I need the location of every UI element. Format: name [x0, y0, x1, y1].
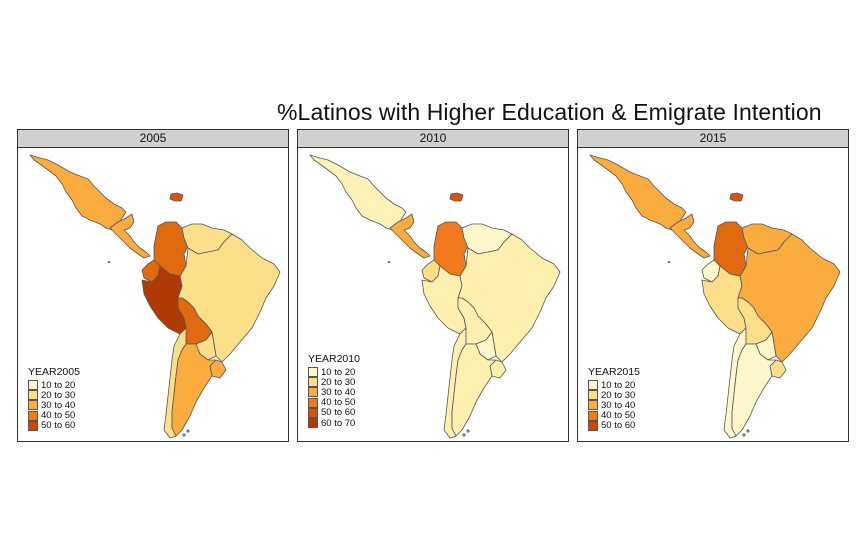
legend-label: 30 to 40 [601, 399, 636, 411]
legend-label: 50 to 60 [601, 420, 636, 432]
legend-item: 50 to 60 [308, 407, 360, 419]
legend-swatch [308, 397, 318, 408]
legend-label: 10 to 20 [41, 379, 76, 391]
legend-swatch [588, 410, 598, 421]
map-panel-2015: 2015 YEAR2015 10 to 20 20 to 30 30 to 40 40… [577, 129, 849, 442]
legend-swatch [28, 380, 38, 391]
map-title: %Latinos with Higher Education & Emigrat… [277, 99, 822, 125]
region-caribbean [169, 192, 184, 202]
choropleth-map [309, 154, 561, 439]
region-centralam [109, 213, 151, 259]
legend-title: YEAR2010 [308, 353, 360, 365]
map-legend: YEAR2010 10 to 20 20 to 30 30 to 40 40 to 5… [308, 353, 360, 429]
legend-swatch [308, 387, 318, 398]
legend-label: 40 to 50 [601, 410, 636, 422]
legend-item: 50 to 60 [28, 420, 80, 432]
legend-item: 20 to 30 [588, 389, 640, 401]
island-marker [107, 260, 111, 264]
legend-title: YEAR2015 [588, 366, 640, 378]
legend-swatch [308, 407, 318, 418]
legend-swatch [588, 400, 598, 411]
region-mexico [309, 154, 407, 231]
region-mexico [589, 154, 687, 231]
legend-item: 40 to 50 [308, 397, 360, 409]
legend-item: 10 to 20 [588, 379, 640, 391]
legend-swatch [588, 420, 598, 431]
legend-swatch [588, 380, 598, 391]
island-marker [466, 429, 470, 433]
map-panel-2005: 2005 YEAR2005 10 to 20 20 to 30 30 to 40 40… [17, 129, 289, 442]
legend-label: 40 to 50 [321, 397, 356, 409]
region-argentina [731, 343, 777, 437]
legend-label: 50 to 60 [41, 420, 76, 432]
choropleth-map [29, 154, 281, 439]
legend-item: 10 to 20 [308, 366, 360, 378]
region-argentina [171, 343, 217, 437]
region-argentina [451, 343, 497, 437]
legend-label: 30 to 40 [321, 386, 356, 398]
region-centralam [389, 213, 431, 259]
legend-label: 50 to 60 [321, 407, 356, 419]
region-centralam [669, 213, 711, 259]
legend-label: 10 to 20 [601, 379, 636, 391]
panel-strip-label: 2010 [298, 130, 568, 148]
panel-strip-label: 2015 [578, 130, 848, 148]
legend-item: 50 to 60 [588, 420, 640, 432]
legend-item: 20 to 30 [308, 376, 360, 388]
region-mexico [29, 154, 127, 231]
legend-item: 30 to 40 [28, 399, 80, 411]
region-caribbean [449, 192, 464, 202]
island-marker [387, 260, 391, 264]
legend-item: 20 to 30 [28, 389, 80, 401]
legend-item: 40 to 50 [28, 410, 80, 422]
island-marker [462, 433, 466, 437]
choropleth-map [589, 154, 841, 439]
legend-swatch [308, 367, 318, 378]
map-legend: YEAR2015 10 to 20 20 to 30 30 to 40 40 to 5… [588, 366, 640, 431]
legend-item: 10 to 20 [28, 379, 80, 391]
island-marker [667, 260, 671, 264]
island-marker [742, 433, 746, 437]
legend-swatch [308, 418, 318, 429]
map-legend: YEAR2005 10 to 20 20 to 30 30 to 40 40 to 5… [28, 366, 80, 431]
legend-swatch [28, 400, 38, 411]
region-caribbean [729, 192, 744, 202]
legend-swatch [28, 390, 38, 401]
legend-label: 20 to 30 [321, 376, 356, 388]
legend-label: 30 to 40 [41, 399, 76, 411]
island-marker [746, 429, 750, 433]
legend-label: 20 to 30 [41, 389, 76, 401]
legend-item: 30 to 40 [588, 399, 640, 411]
island-marker [182, 433, 186, 437]
legend-item: 30 to 40 [308, 386, 360, 398]
legend-label: 40 to 50 [41, 410, 76, 422]
map-panel-2010: 2010 YEAR2010 10 to 20 20 to 30 30 to 40 40… [297, 129, 569, 442]
legend-item: 40 to 50 [588, 410, 640, 422]
legend-label: 20 to 30 [601, 389, 636, 401]
panel-strip-label: 2005 [18, 130, 288, 148]
legend-label: 10 to 20 [321, 366, 356, 378]
legend-swatch [28, 410, 38, 421]
legend-label: 60 to 70 [321, 417, 356, 429]
island-marker [186, 429, 190, 433]
legend-swatch [588, 390, 598, 401]
legend-swatch [308, 377, 318, 388]
legend-swatch [28, 420, 38, 431]
legend-item: 60 to 70 [308, 417, 360, 429]
legend-title: YEAR2005 [28, 366, 80, 378]
